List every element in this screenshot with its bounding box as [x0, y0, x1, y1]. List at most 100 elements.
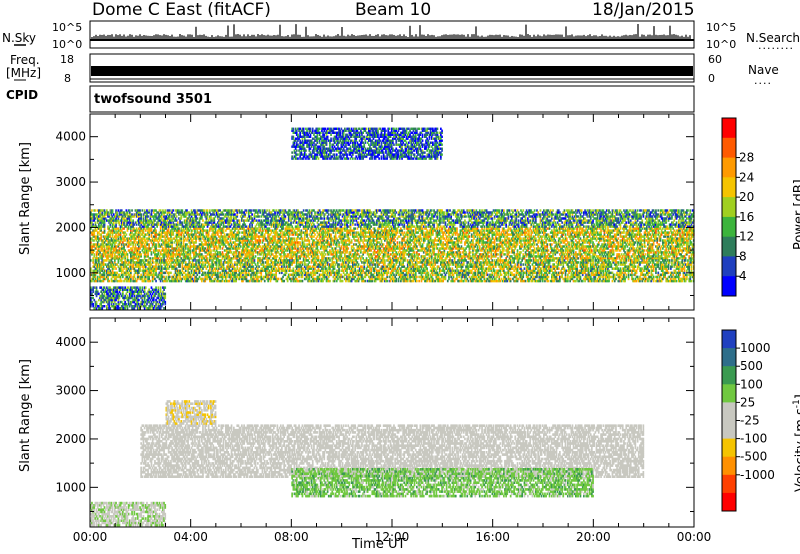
data-cell [111, 255, 114, 258]
data-cell [197, 253, 200, 256]
data-cell [136, 257, 139, 260]
data-cell [246, 237, 249, 240]
data-cell [122, 227, 124, 230]
data-cell [348, 241, 351, 244]
data-cell [257, 227, 259, 230]
data-cell [299, 249, 301, 252]
data-cell [246, 257, 249, 260]
data-cell [275, 257, 277, 260]
data-cell [139, 241, 141, 244]
data-cell [156, 239, 158, 242]
data-cell [342, 245, 345, 248]
cpid-value: twofsound 3501 [94, 92, 212, 107]
data-cell [107, 253, 109, 256]
data-cell [130, 257, 132, 260]
data-cell [225, 255, 227, 258]
data-cell [326, 237, 329, 240]
data-cell [329, 243, 331, 246]
data-cell [122, 235, 124, 238]
data-cell [247, 255, 250, 258]
data-cell [298, 255, 300, 258]
data-cell [333, 255, 336, 258]
data-cell [138, 235, 140, 238]
data-cell [292, 247, 295, 250]
data-cell [235, 245, 237, 248]
data-cell [278, 241, 281, 244]
data-cell [179, 255, 181, 258]
data-cell [321, 231, 323, 234]
data-cell [213, 233, 216, 236]
data-cell [236, 255, 239, 258]
data-cell [163, 231, 165, 234]
data-cell [124, 231, 126, 234]
data-cell [103, 227, 106, 230]
data-cell [323, 239, 326, 242]
data-cell [299, 255, 301, 258]
data-cell [133, 235, 136, 238]
data-cell [283, 231, 285, 234]
data-cell [270, 231, 273, 234]
data-cell [352, 229, 354, 232]
data-cell [246, 235, 249, 238]
data-cell [95, 243, 98, 246]
data-cell [101, 243, 104, 246]
data-cell [227, 257, 229, 260]
data-cell [180, 243, 183, 246]
data-cell [109, 241, 112, 244]
data-cell [212, 233, 215, 236]
data-cell [205, 241, 208, 244]
data-cell [117, 233, 120, 236]
data-cell [118, 243, 121, 246]
data-cell [307, 227, 309, 230]
data-cell [238, 241, 241, 244]
data-cell [150, 231, 153, 234]
data-cell [349, 229, 352, 232]
data-cell [173, 253, 176, 256]
data-cell [319, 253, 322, 256]
data-cell [165, 231, 168, 234]
data-cell [255, 227, 258, 230]
data-cell [267, 251, 269, 254]
data-cell [340, 247, 343, 250]
data-cell [225, 229, 227, 232]
data-cell [138, 233, 140, 236]
data-cell [103, 231, 106, 234]
data-cell [283, 247, 285, 250]
data-cell [181, 253, 184, 256]
data-cell [221, 227, 224, 230]
data-cell [274, 229, 276, 232]
data-cell [135, 231, 138, 234]
data-cell [228, 243, 231, 246]
data-cell [282, 237, 284, 240]
data-cell [331, 247, 334, 250]
data-cell [305, 227, 307, 230]
data-cell [349, 253, 352, 256]
data-cell [252, 235, 255, 238]
data-cell [344, 239, 346, 242]
data-cell [191, 251, 194, 254]
data-cell [106, 235, 108, 238]
data-cell [170, 239, 172, 242]
data-cell [283, 253, 285, 256]
data-cell [139, 251, 141, 254]
data-cell [244, 235, 247, 238]
data-cell [311, 241, 314, 244]
data-cell [214, 227, 217, 230]
data-cell [167, 239, 170, 242]
data-cell [112, 227, 115, 230]
data-cell [251, 227, 253, 230]
data-cell [117, 227, 120, 230]
data-cell [106, 239, 108, 242]
data-cell [182, 257, 185, 260]
data-cell [307, 237, 309, 240]
data-cell [100, 227, 102, 230]
data-cell [267, 235, 269, 238]
data-cell [142, 231, 145, 234]
freq-unit-label: [MHz] [6, 66, 41, 80]
data-cell [287, 229, 290, 232]
data-cell [186, 233, 188, 236]
data-cell [164, 253, 167, 256]
data-cell [194, 231, 196, 234]
data-cell [269, 245, 272, 248]
data-cell [317, 239, 320, 242]
